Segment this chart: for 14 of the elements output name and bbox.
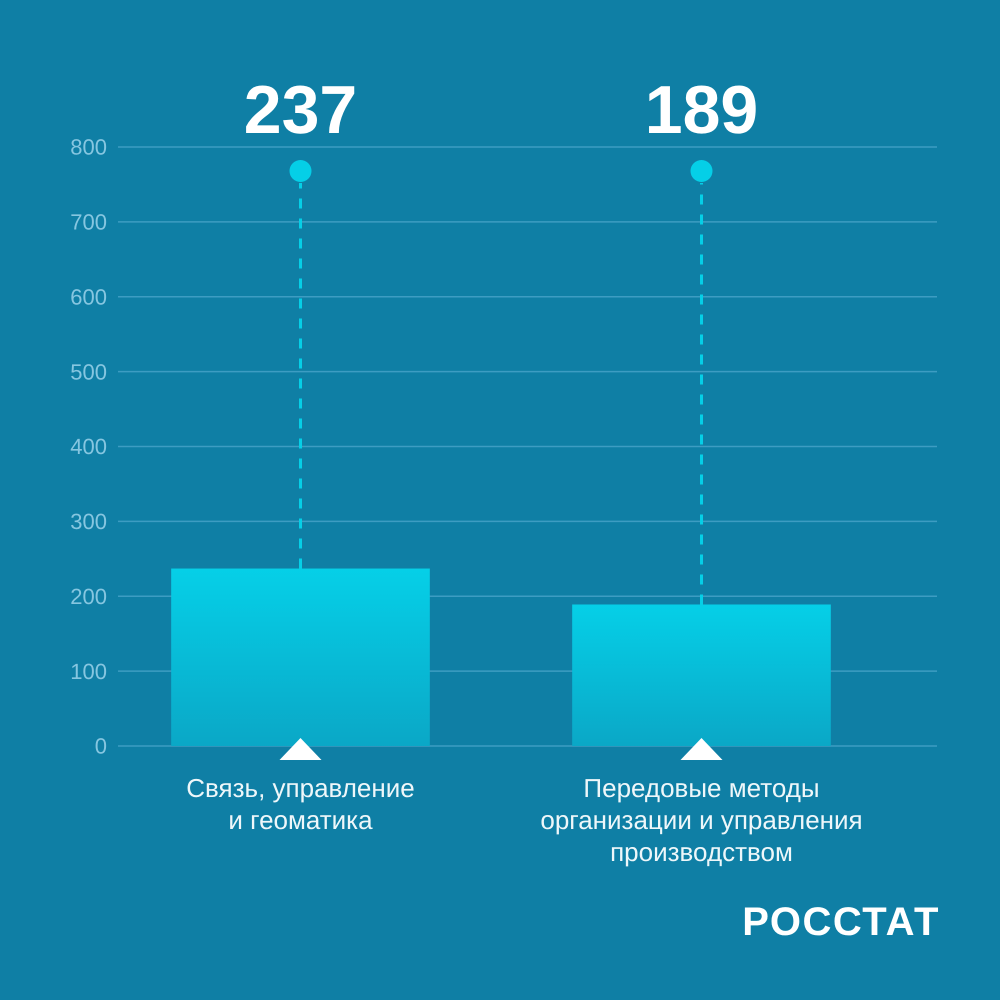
y-tick-label: 700 xyxy=(70,210,107,235)
text: РОССТАТ xyxy=(742,900,940,944)
x-tick-label: Связь, управление и геоматика xyxy=(186,773,415,835)
x-tick-label: Передовые методы организации и управления производством xyxy=(540,773,863,867)
y-tick-label: 300 xyxy=(70,509,107,534)
y-tick-label: 400 xyxy=(70,434,107,460)
y-tick-label: 0 xyxy=(94,734,107,759)
y-tick-label: 100 xyxy=(70,658,107,684)
y-tick-label: 800 xyxy=(70,134,107,160)
annotation: 237 xyxy=(244,72,358,148)
y-tick-label: 500 xyxy=(70,359,107,384)
y-tick-label: 600 xyxy=(70,284,107,310)
annotation: 189 xyxy=(644,72,758,148)
y-tick-label: 200 xyxy=(70,584,107,609)
